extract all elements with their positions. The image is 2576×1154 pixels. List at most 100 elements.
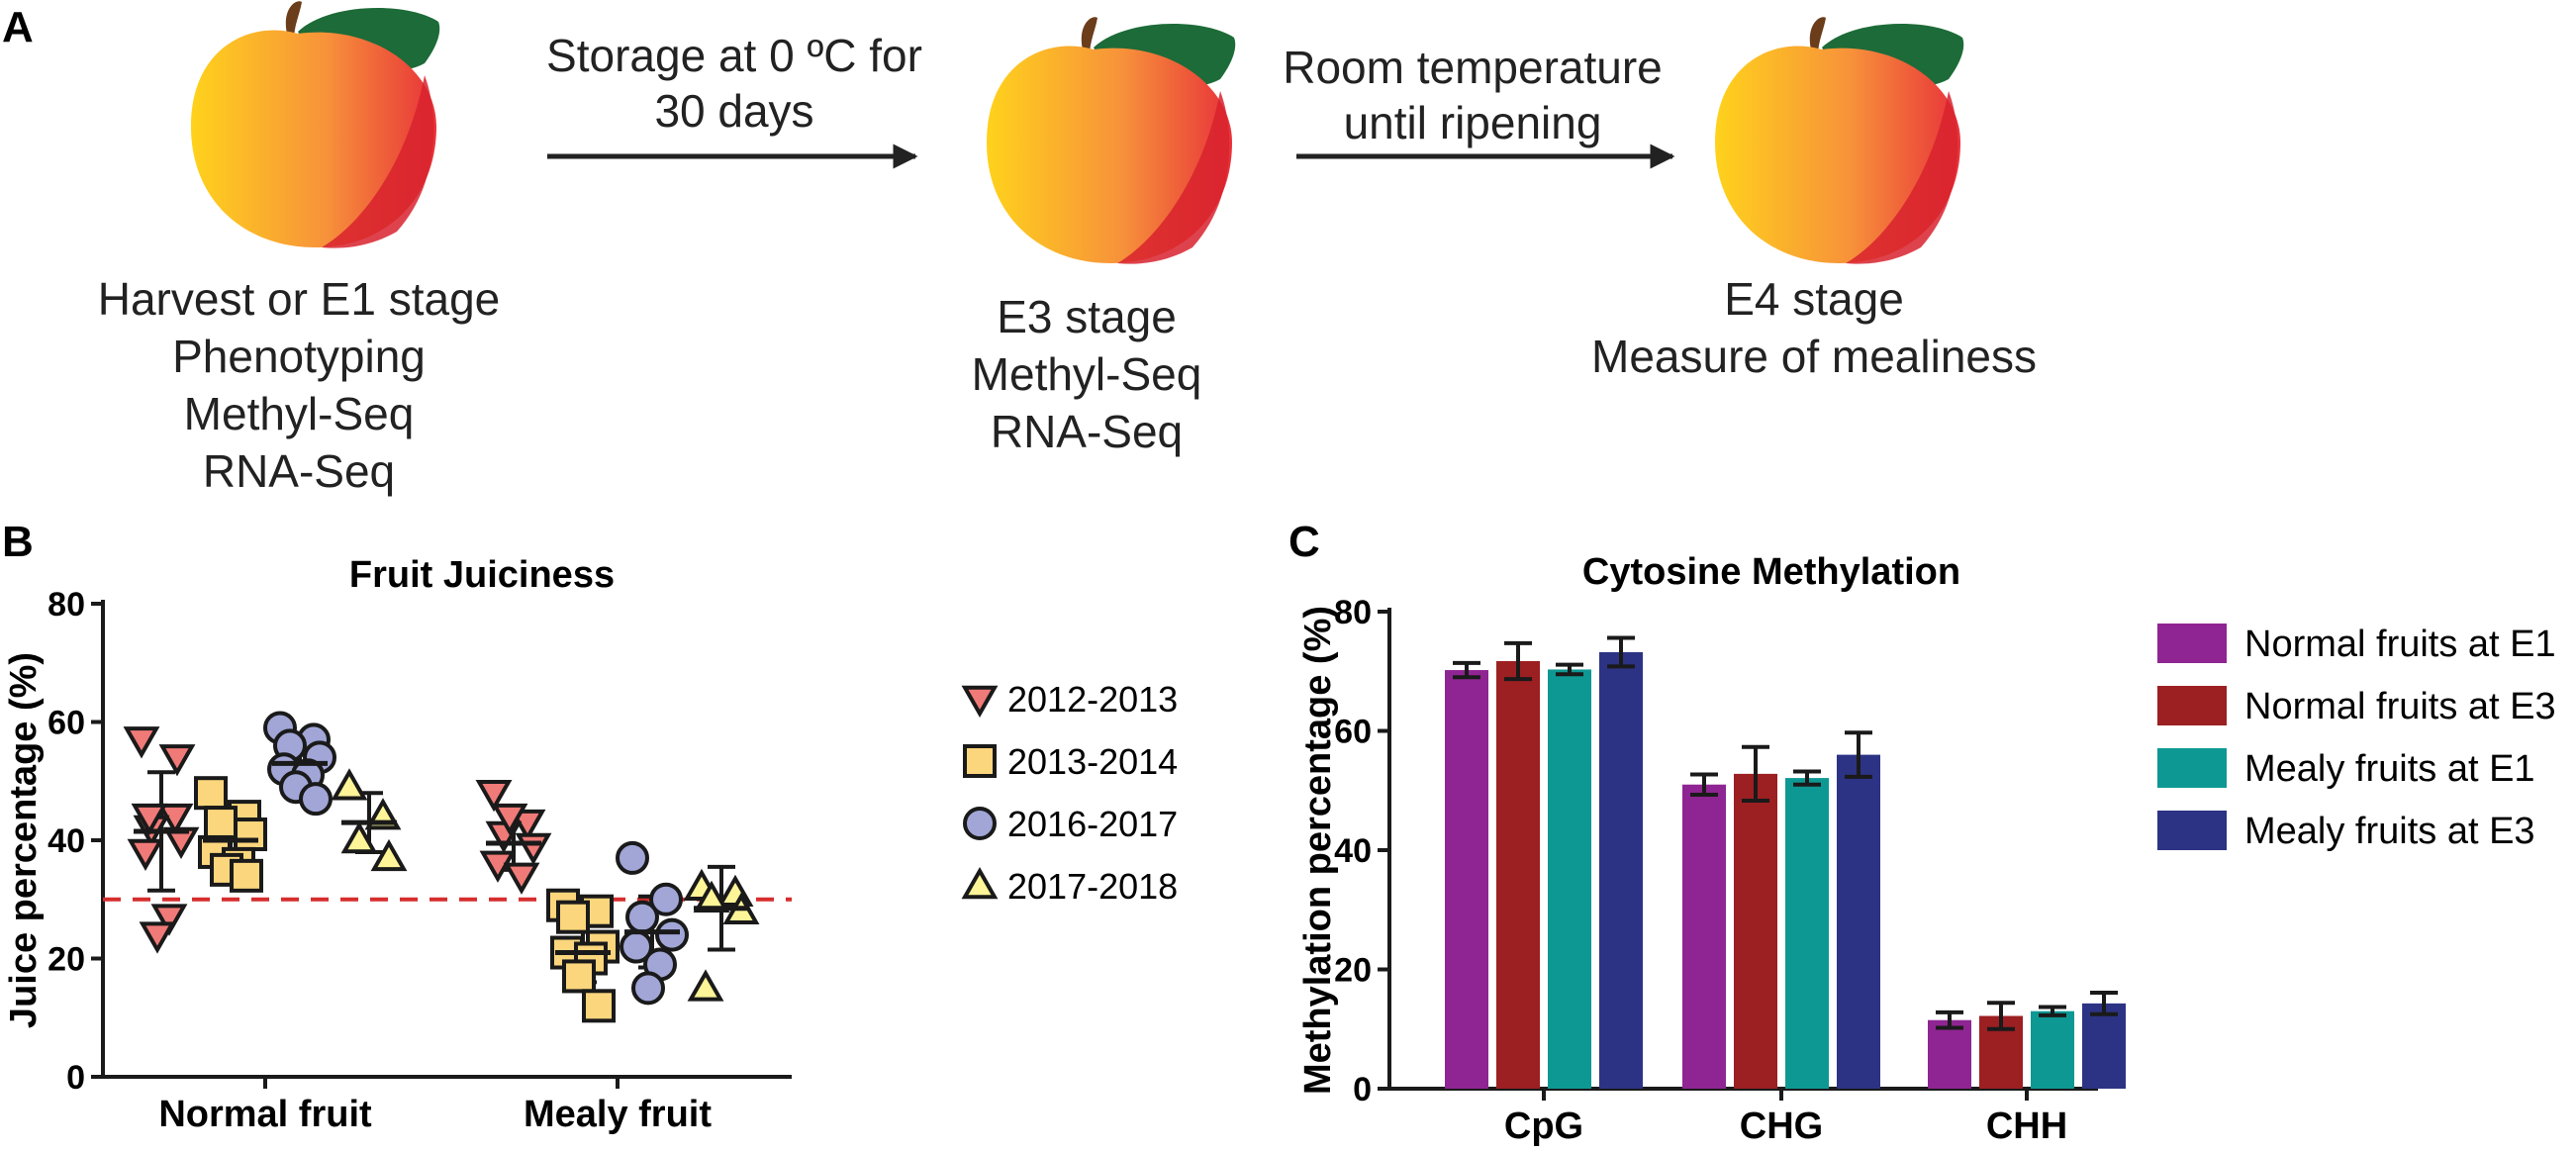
peach-e3-icon	[987, 17, 1236, 264]
juiciness-point	[230, 858, 263, 893]
methylation-category-label: CHG	[1740, 1106, 1823, 1147]
juiciness-legend-marker	[961, 685, 999, 719]
methylation-y-tick-label: 60	[1334, 714, 1372, 751]
methylation-bar	[1445, 670, 1488, 1089]
methylation-bar	[1496, 661, 1540, 1089]
methylation-legend-swatch	[2157, 624, 2227, 663]
panel-c: C Cytosine Methylation Methylation percen…	[1288, 518, 2556, 1147]
juiciness-legend-label: 2013-2014	[1007, 741, 1178, 782]
juiciness-point	[158, 744, 196, 777]
svg-text:Measure of mealiness: Measure of mealiness	[1591, 331, 2037, 382]
svg-text:Storage at 0 ºC for: Storage at 0 ºC for	[546, 30, 922, 81]
juiciness-category-label: Mealy fruit	[524, 1094, 712, 1135]
svg-text:RNA-Seq: RNA-Seq	[991, 406, 1183, 457]
juiciness-point	[299, 782, 333, 817]
panel-letter-b: B	[2, 518, 34, 566]
peach-e4-icon	[1715, 17, 1964, 264]
juiciness-point	[194, 776, 228, 811]
svg-text:Methyl-Seq: Methyl-Seq	[972, 348, 1202, 400]
peach-e1-icon	[191, 1, 440, 248]
juiciness-point	[582, 989, 616, 1023]
juiciness-point	[234, 817, 267, 852]
methylation-bar	[1682, 784, 1726, 1089]
arrow-storage: Storage at 0 ºC for 30 days	[546, 30, 922, 169]
methylation-legend-label: Normal fruits at E1	[2244, 624, 2556, 665]
juiciness-legend-label: 2017-2018	[1007, 866, 1178, 907]
juiciness-point	[127, 838, 164, 871]
juiciness-point	[370, 838, 408, 872]
juiciness-point	[331, 768, 368, 801]
panel-b: B Fruit Juiciness Juice percentage (%) 0 20…	[2, 518, 1178, 1135]
juiciness-title: Fruit Juiciness	[349, 554, 615, 596]
arrow-ripening: Room temperature until ripening	[1283, 42, 1675, 169]
methylation-legend-swatch	[2157, 686, 2227, 725]
juiciness-category-label: Normal fruit	[158, 1094, 372, 1135]
svg-text:Harvest or E1 stage: Harvest or E1 stage	[98, 273, 501, 325]
methylation-bar	[1734, 773, 1777, 1089]
methylation-category-label: CHH	[1986, 1106, 2067, 1147]
juiciness-point	[340, 820, 378, 854]
juiciness-point	[515, 832, 552, 866]
juiciness-point	[616, 840, 649, 875]
juiciness-chart: Fruit Juiciness Juice percentage (%) 0 20 40…	[3, 554, 1178, 1135]
juiciness-point	[655, 917, 689, 952]
juiciness-point	[556, 900, 590, 934]
svg-text:Methyl-Seq: Methyl-Seq	[184, 388, 415, 439]
svg-text:30 days: 30 days	[654, 85, 813, 137]
methylation-y-tick-label: 20	[1334, 952, 1372, 990]
methylation-bar	[2031, 1010, 2074, 1089]
methylation-bar	[1837, 754, 1880, 1089]
juiciness-y-tick-label: 20	[48, 941, 85, 979]
juiciness-legend-marker	[963, 807, 997, 840]
svg-text:RNA-Seq: RNA-Seq	[203, 445, 395, 497]
juiciness-point	[625, 900, 659, 934]
juiciness-legend-label: 2016-2017	[1007, 804, 1178, 844]
panel-a: A Harvest or E1 stage Phenotyping Methyl…	[2, 1, 2037, 497]
juiciness-point	[562, 959, 596, 994]
juiciness-y-tick-label: 60	[48, 705, 85, 742]
juiciness-point	[123, 726, 160, 759]
svg-text:E3 stage: E3 stage	[997, 291, 1177, 342]
methylation-bar	[2082, 1003, 2126, 1089]
juiciness-legend-marker	[961, 866, 999, 900]
juiciness-point	[649, 882, 683, 916]
svg-text:Room temperature: Room temperature	[1283, 42, 1663, 93]
stage-e4-caption: E4 stage Measure of mealiness	[1591, 273, 2037, 382]
methylation-y-axis-title: Methylation percentage (%)	[1297, 606, 1339, 1095]
svg-text:E4 stage: E4 stage	[1724, 273, 1904, 325]
juiciness-point	[631, 971, 665, 1006]
methylation-legend-swatch	[2157, 811, 2227, 850]
panel-letter-a: A	[2, 3, 34, 51]
juiciness-point	[204, 806, 238, 840]
methylation-category-label: CpG	[1504, 1106, 1583, 1147]
juiciness-legend-marker	[963, 744, 997, 778]
methylation-legend-label: Normal fruits at E3	[2244, 686, 2556, 727]
methylation-legend-label: Mealy fruits at E1	[2244, 748, 2535, 790]
methylation-bar	[1599, 651, 1643, 1089]
juiciness-point	[131, 803, 168, 836]
juiciness-point	[139, 921, 176, 954]
methylation-y-tick-label: 0	[1353, 1071, 1372, 1108]
methylation-y-tick-label: 80	[1334, 594, 1372, 631]
svg-text:Phenotyping: Phenotyping	[172, 331, 426, 382]
methylation-legend-swatch	[2157, 748, 2227, 788]
juiciness-point	[503, 862, 540, 895]
svg-text:until ripening: until ripening	[1344, 97, 1602, 148]
methylation-bar	[1785, 778, 1829, 1089]
juiciness-y-tick-label: 0	[66, 1059, 85, 1097]
juiciness-point	[150, 904, 188, 936]
panel-letter-c: C	[1288, 518, 1320, 566]
methylation-bar	[1928, 1019, 1971, 1089]
stage-e3-caption: E3 stage Methyl-Seq RNA-Seq	[972, 291, 1202, 457]
stage-e1-caption: Harvest or E1 stage Phenotyping Methyl-S…	[98, 273, 501, 497]
methylation-legend-label: Mealy fruits at E3	[2244, 811, 2535, 852]
juiciness-y-tick-label: 80	[48, 586, 85, 624]
methylation-bar	[1548, 669, 1591, 1089]
juiciness-point	[491, 803, 528, 836]
juiciness-legend-label: 2012-2013	[1007, 679, 1178, 720]
juiciness-y-tick-label: 40	[48, 822, 85, 860]
juiciness-y-axis-title: Juice percentage (%)	[3, 652, 45, 1028]
juiciness-point	[475, 779, 513, 813]
juiciness-point	[687, 969, 724, 1002]
